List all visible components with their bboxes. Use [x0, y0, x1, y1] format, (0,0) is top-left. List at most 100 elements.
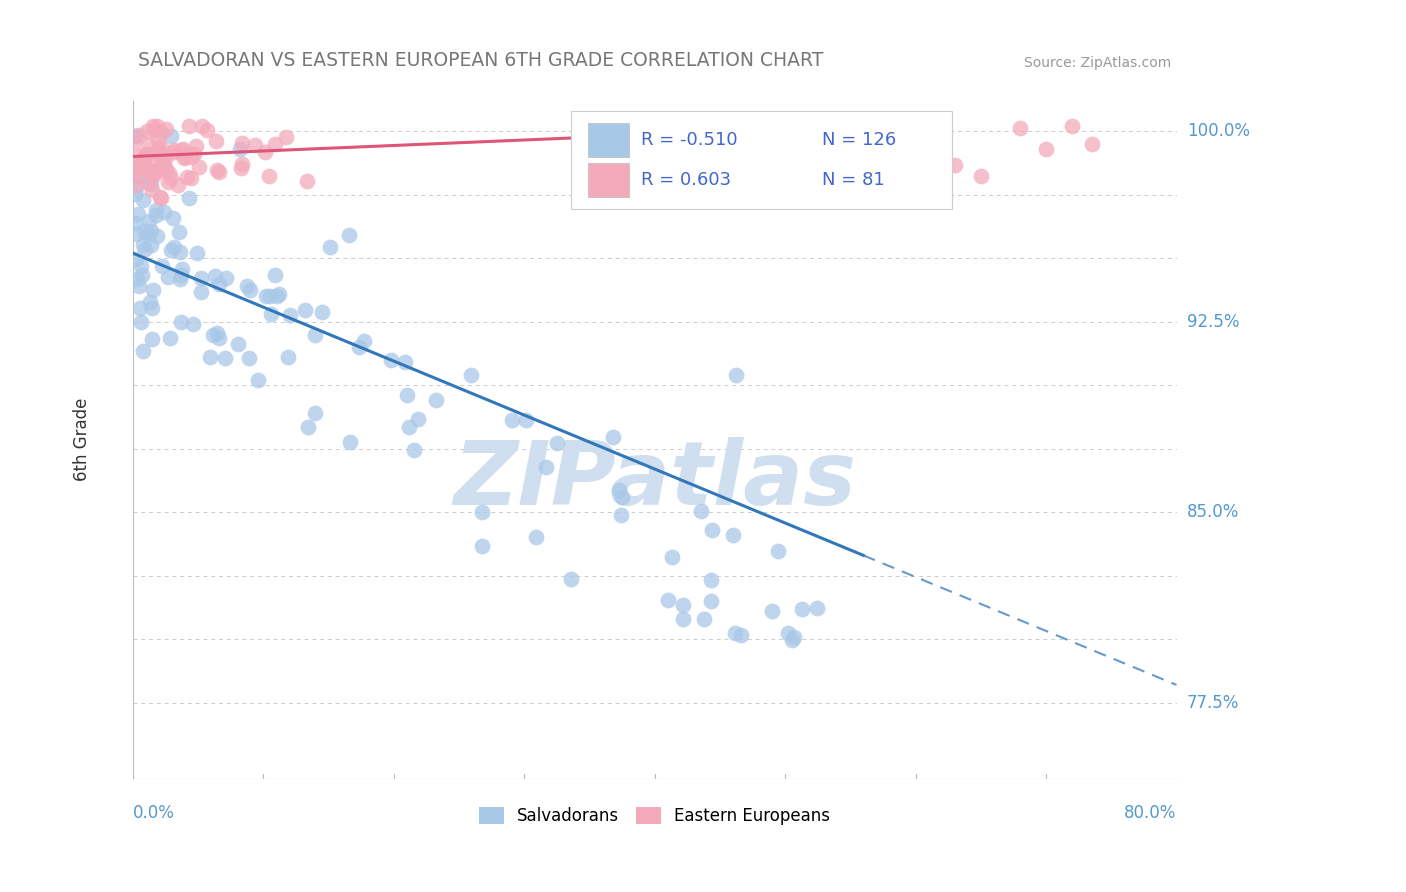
Text: 92.5%: 92.5% [1187, 312, 1240, 331]
Point [160, 243, 183, 257]
Point [128, 128, 150, 142]
Point [184, 139, 207, 153]
Point [155, 161, 177, 176]
Point [201, 328, 224, 343]
Point [1035, 142, 1057, 156]
Point [188, 160, 211, 174]
Point [124, 186, 146, 201]
Point [163, 145, 186, 159]
Point [150, 259, 173, 273]
Point [471, 505, 494, 519]
Text: 6th Grade: 6th Grade [73, 398, 91, 482]
Point [162, 211, 184, 225]
Point [153, 160, 176, 174]
Point [149, 190, 172, 204]
Point [149, 145, 172, 160]
Point [395, 388, 418, 402]
Point [780, 633, 803, 648]
Point [700, 593, 723, 607]
Point [190, 285, 212, 299]
Point [131, 260, 153, 274]
Point [205, 162, 228, 177]
Point [139, 295, 162, 310]
Point [534, 460, 557, 475]
Point [208, 277, 231, 292]
Point [724, 368, 747, 382]
FancyBboxPatch shape [588, 163, 630, 197]
Point [226, 337, 249, 351]
Point [125, 178, 148, 193]
Point [157, 165, 180, 179]
Point [304, 406, 326, 420]
Point [139, 163, 162, 178]
Point [183, 146, 205, 161]
Point [1062, 119, 1084, 133]
Text: 80.0%: 80.0% [1125, 805, 1177, 822]
Text: R = -0.510: R = -0.510 [641, 131, 738, 149]
Text: 0.0%: 0.0% [132, 805, 174, 822]
Point [136, 227, 159, 242]
Point [602, 430, 624, 444]
Point [229, 161, 252, 175]
Point [141, 332, 163, 346]
Point [152, 155, 174, 169]
Point [150, 161, 173, 175]
Point [425, 392, 447, 407]
Point [394, 355, 416, 369]
Point [148, 161, 170, 176]
Point [195, 123, 218, 137]
Point [806, 601, 828, 615]
Text: N = 126: N = 126 [821, 131, 896, 149]
Point [145, 202, 167, 217]
Point [141, 301, 163, 316]
Point [142, 165, 165, 179]
Point [266, 289, 288, 303]
Point [238, 351, 260, 366]
Point [693, 612, 716, 626]
Point [730, 628, 752, 642]
Point [128, 150, 150, 164]
Point [125, 179, 148, 194]
Point [546, 436, 568, 450]
Point [215, 270, 238, 285]
Point [128, 278, 150, 293]
Point [132, 158, 155, 172]
Point [970, 169, 993, 184]
Text: Source: ZipAtlas.com: Source: ZipAtlas.com [1024, 56, 1171, 70]
Point [243, 137, 266, 152]
Point [122, 136, 145, 151]
Point [162, 144, 184, 158]
Point [131, 315, 153, 329]
Point [132, 238, 155, 252]
Point [404, 443, 426, 458]
Point [208, 330, 231, 344]
Point [169, 268, 191, 282]
Point [239, 283, 262, 297]
Point [180, 150, 202, 164]
Point [406, 412, 429, 426]
Point [190, 270, 212, 285]
Point [125, 168, 148, 182]
Point [127, 271, 149, 285]
Point [904, 129, 927, 144]
Point [134, 159, 156, 173]
Point [122, 163, 145, 178]
Point [297, 420, 319, 434]
Point [124, 129, 146, 144]
Point [142, 119, 165, 133]
Point [339, 228, 361, 243]
Point [347, 340, 370, 354]
Point [259, 289, 281, 303]
Point [471, 539, 494, 553]
Point [132, 344, 155, 359]
Point [278, 308, 301, 322]
Point [146, 153, 169, 168]
Point [501, 412, 523, 426]
Point [149, 191, 172, 205]
Point [246, 373, 269, 387]
Point [124, 252, 146, 266]
Text: 100.0%: 100.0% [1187, 122, 1250, 140]
Point [143, 123, 166, 137]
Point [398, 419, 420, 434]
Point [150, 140, 173, 154]
